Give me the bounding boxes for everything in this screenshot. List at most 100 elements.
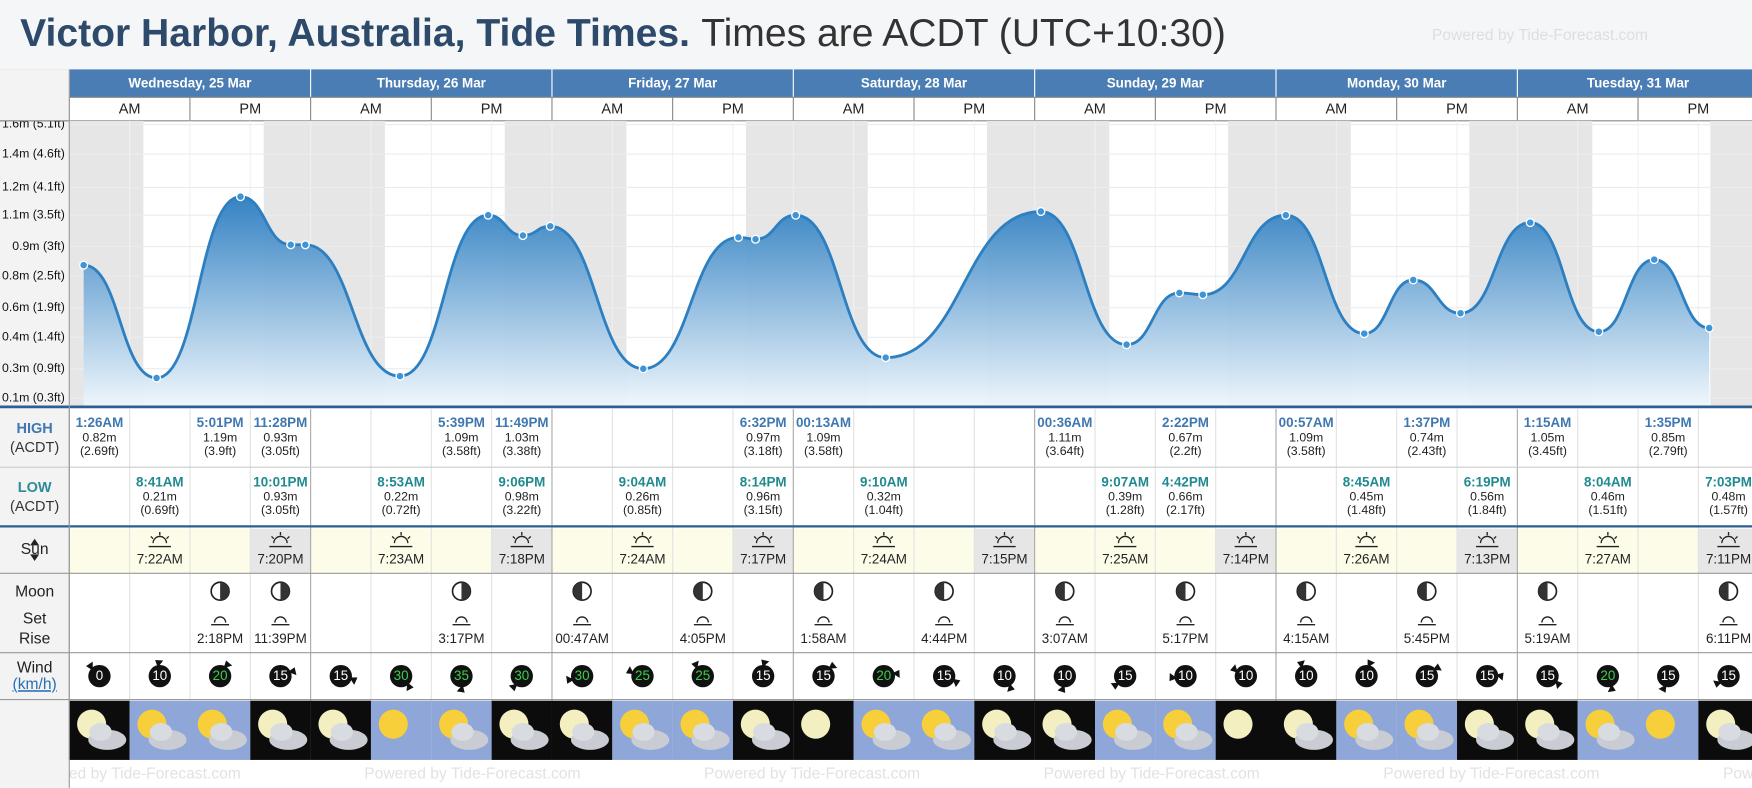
tide-height-m: 0.82m (82, 430, 116, 444)
pm-label: PM (239, 101, 261, 117)
wind-badge (510, 664, 533, 688)
tide-point (235, 192, 246, 202)
tide-height-ft: (3.18ft) (744, 444, 783, 458)
wind-speed: 0 (96, 668, 103, 683)
sun-cell (310, 528, 371, 574)
tide-height-m: 0.93m (263, 490, 297, 504)
pm-label: PM (1446, 101, 1468, 117)
tide-time: 6:19PM (1464, 474, 1511, 489)
tide-point (1122, 340, 1132, 350)
weather-body (378, 709, 408, 739)
sun-set: 7:14PM (1223, 551, 1269, 566)
weather-cloud (934, 723, 957, 741)
tide-time: 1:15AM (1524, 415, 1572, 430)
wind-speed: 10 (152, 668, 167, 683)
tide-height-ft: (1.84ft) (1468, 503, 1507, 517)
sun-set: 7:20PM (257, 551, 303, 566)
sun-set: 7:18PM (499, 551, 545, 566)
pm-label: PM (1687, 101, 1709, 117)
moon-rise-icon (1719, 616, 1738, 626)
wind-arrow (1230, 664, 1238, 673)
tide-time: 8:41AM (136, 474, 184, 489)
weather-body (1645, 709, 1675, 739)
tide-point (638, 364, 648, 374)
day-label: Monday, 30 Mar (1347, 75, 1447, 90)
wind-speed: 15 (1118, 668, 1133, 683)
sun-set: 7:11PM (1706, 551, 1751, 566)
moon-phase-dark (935, 582, 945, 601)
moon-rise-icon (211, 616, 230, 626)
wind-badge (329, 664, 352, 688)
row-label: LOW (18, 480, 52, 496)
tide-time: 8:14PM (740, 474, 787, 489)
sun-rise: 7:26AM (1343, 551, 1389, 566)
tide-height-ft: (3.05ft) (261, 503, 300, 517)
weather-cloud (572, 723, 595, 741)
wind-speed: 20 (1600, 668, 1615, 683)
wind-speed: 10 (997, 668, 1012, 683)
moon-rise-icon (1417, 616, 1436, 626)
row-label-tz: (ACDT) (10, 499, 59, 515)
wind-badge (1657, 664, 1680, 688)
moon-rise-icon (452, 616, 471, 626)
tide-point (733, 232, 744, 242)
tide-time: 00:36AM (1037, 415, 1092, 430)
sun-icon (1717, 531, 1740, 548)
wind-badge (1355, 664, 1378, 688)
moon-time: 00:47AM (555, 631, 609, 646)
tide-height-ft: (3.45ft) (1528, 444, 1567, 458)
wind-speed: 15 (937, 668, 952, 683)
sun-icon (993, 531, 1016, 548)
moon-time: 3:17PM (438, 631, 484, 646)
wind-speed: 15 (1661, 668, 1676, 683)
row-label: Set (23, 610, 47, 627)
tide-point (1704, 323, 1714, 333)
sun-cell (189, 528, 251, 574)
wind-arrow (828, 661, 838, 669)
wind-unit: (km/h) (12, 676, 56, 693)
tide-point (1174, 288, 1184, 298)
sun-cell (1638, 528, 1699, 574)
tide-height-m: 1.11m (1048, 430, 1081, 444)
tide-point (750, 234, 761, 244)
tide-height-m: 0.97m (746, 430, 780, 444)
watermark: Powered by Tide-Forecast.com (25, 766, 241, 783)
moon-rise-icon (935, 616, 954, 626)
pm-label: PM (722, 101, 744, 117)
wind-speed: 15 (816, 668, 831, 683)
sun-set: 7:13PM (1464, 551, 1510, 566)
sun-icon (631, 531, 654, 548)
watermark: Powered by Tide-Forecast.com (1383, 766, 1599, 783)
tide-height-ft: (0.72ft) (382, 503, 421, 517)
sun-cell (69, 528, 130, 574)
tide-height-ft: (3.58ft) (442, 444, 481, 458)
tide-point (395, 371, 405, 381)
tide-time: 9:07AM (1101, 474, 1149, 489)
tide-time: 8:53AM (377, 474, 425, 489)
wind-speed: 30 (394, 668, 409, 683)
tide-height-m: 1.09m (444, 430, 478, 444)
tide-height-ft: (3.15ft) (744, 503, 783, 517)
watermark: Powered by Tide-Forecast.com (364, 766, 580, 783)
sun-rise: 7:23AM (378, 551, 424, 566)
wind-badge (993, 664, 1016, 688)
tide-time: 8:45AM (1343, 474, 1391, 489)
tide-time: 9:10AM (860, 474, 908, 489)
tide-time: 11:49PM (495, 415, 549, 430)
wind-arrow (625, 666, 634, 675)
sun-cell (1396, 528, 1458, 574)
tide-height-ft: (0.69ft) (140, 503, 179, 517)
am-label: AM (843, 101, 865, 117)
tide-height-ft: (3.05ft) (261, 444, 300, 458)
weather-cloud (994, 723, 1017, 741)
tide-time: 7:03PM (1705, 474, 1752, 489)
wind-badge (1234, 664, 1258, 688)
wind-badge (1717, 664, 1740, 688)
wind-arrow (1297, 660, 1305, 669)
wind-arrow (508, 683, 518, 692)
row-label: Moon (15, 583, 54, 600)
moon-time: 2:18PM (197, 631, 243, 646)
tide-height-m: 1.03m (505, 430, 539, 444)
y-tick-label: 0.4m (1.4ft) (2, 330, 65, 344)
